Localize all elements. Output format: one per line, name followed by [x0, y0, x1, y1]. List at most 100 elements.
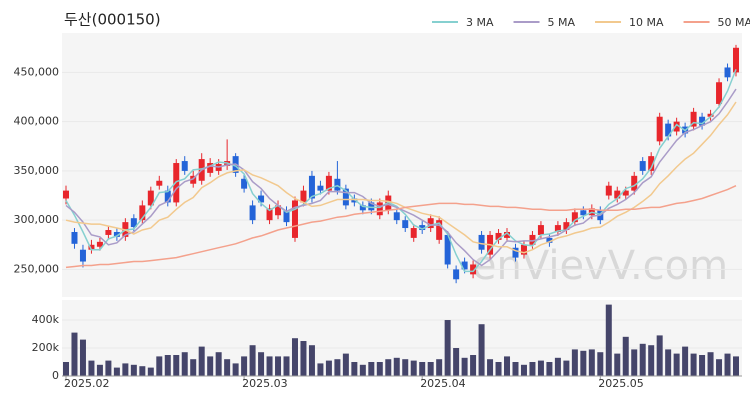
volume-bar [529, 362, 536, 376]
volume-bar [453, 348, 460, 376]
volume-bar [258, 352, 265, 376]
candle-body [461, 261, 468, 270]
ma-line [65, 88, 737, 267]
volume-bar [342, 353, 349, 376]
volume-bar [173, 355, 180, 376]
volume-bar [224, 359, 231, 376]
candle-body [63, 190, 69, 199]
candle-body [716, 82, 723, 104]
candle-body [639, 161, 646, 171]
candle-body [707, 113, 714, 117]
candle-body [190, 175, 197, 184]
y-tick-label: 400k [32, 313, 60, 326]
legend-label: 50 MA [718, 16, 750, 29]
candle-body [258, 195, 265, 203]
volume-bar [325, 360, 332, 376]
volume-bar [554, 357, 561, 376]
candle-body [79, 249, 86, 262]
candle-body [181, 161, 188, 171]
volume-bar [682, 346, 689, 376]
volume-bar [283, 356, 290, 376]
volume-bar [105, 360, 112, 376]
ma-line [65, 185, 737, 269]
candle-body [648, 156, 655, 171]
candle-body [402, 220, 409, 229]
volume-bar [512, 362, 519, 376]
candle-body [334, 178, 341, 191]
ma-line [65, 101, 737, 254]
y-tick-label: 250,000 [14, 262, 60, 275]
volume-bar [419, 362, 426, 376]
candle-body [733, 47, 739, 73]
volume-bar [461, 357, 468, 376]
volume-bar [520, 364, 527, 376]
candle-body [699, 116, 706, 126]
volume-bar [308, 345, 315, 376]
y-tick-label: 200k [32, 341, 60, 354]
volume-bar [96, 364, 103, 376]
volume-bar [571, 349, 578, 376]
candle-body [147, 190, 154, 206]
volume-bar [402, 359, 409, 376]
volume-bar [665, 349, 672, 376]
volume-bar [537, 360, 544, 376]
volume-bar [733, 356, 739, 376]
volume-bar [393, 357, 400, 376]
candle-body [317, 185, 324, 191]
legend-label: 3 MA [466, 16, 494, 29]
candle-body [96, 241, 103, 247]
candle-body [470, 264, 477, 275]
volume-bar [266, 356, 273, 376]
volume-bar [300, 341, 307, 376]
candle-body [690, 111, 697, 127]
volume-bar [487, 359, 494, 376]
volume-bar [147, 367, 154, 376]
volume-bar [79, 339, 86, 376]
volume-bar [707, 352, 714, 376]
volume-bar [88, 360, 95, 376]
y-tick-label: 400,000 [14, 115, 60, 128]
volume-bar [427, 362, 434, 376]
volume-bar [546, 362, 553, 376]
volume-bar [376, 362, 383, 376]
x-tick-label: 2025.02 [64, 377, 110, 390]
y-tick-label: 350,000 [14, 164, 60, 177]
candle-body [275, 205, 282, 216]
volume-bar [588, 349, 595, 376]
volume-bar [470, 355, 477, 376]
volume-bar [207, 356, 214, 376]
candle-body [300, 190, 307, 203]
watermark: enVievV.com [472, 243, 728, 289]
candle-body [342, 188, 349, 206]
volume-bar [605, 304, 612, 376]
candle-body [444, 234, 451, 265]
volume-bar [436, 359, 443, 376]
volume-bar [724, 353, 731, 376]
volume-bar [291, 338, 298, 376]
legend-label: 10 MA [629, 16, 664, 29]
candle-body [665, 123, 672, 137]
candle-body [580, 210, 587, 216]
candle-body [325, 175, 332, 191]
candle-body [427, 218, 434, 229]
volume-bar [156, 356, 163, 376]
candle-body [410, 228, 417, 238]
candle-body [88, 244, 95, 250]
volume-bar [673, 353, 680, 376]
volume-bar [122, 363, 129, 376]
volume-bar [656, 335, 663, 376]
candle-body [249, 205, 256, 221]
candle-body [631, 175, 638, 191]
candle-body [376, 202, 383, 216]
volume-bar [622, 336, 629, 376]
volume-bar [580, 350, 587, 376]
candle-body [71, 231, 78, 244]
candle-body [266, 208, 273, 221]
volume-bar [631, 349, 638, 376]
legend-label: 5 MA [548, 16, 576, 29]
volume-bar [648, 345, 655, 376]
volume-bar [317, 363, 324, 376]
volume-bar [699, 355, 706, 376]
candle-body [351, 198, 358, 203]
volume-bar [563, 360, 570, 376]
